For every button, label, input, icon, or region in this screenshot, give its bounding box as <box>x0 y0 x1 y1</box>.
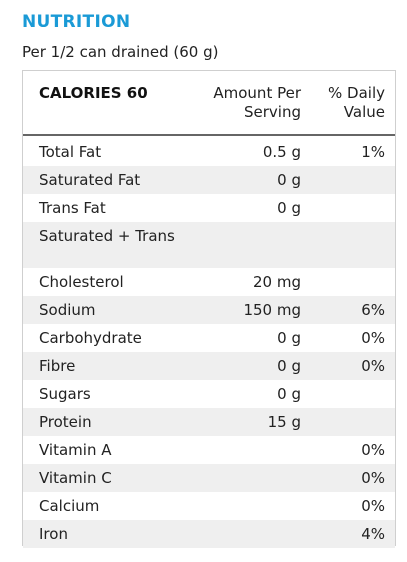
nutrient-rows: Total Fat 0.5 g 1% Saturated Fat 0 g Tra… <box>23 138 395 548</box>
nutrient-amount: 0 g <box>277 199 301 217</box>
table-row: Total Fat 0.5 g 1% <box>23 138 395 166</box>
nutrient-daily-value: 4% <box>361 525 385 543</box>
nutrient-amount: 15 g <box>267 413 301 431</box>
nutrient-daily-value: 0% <box>361 441 385 459</box>
table-row: Fibre 0 g 0% <box>23 352 395 380</box>
nutrient-daily-value: 0% <box>361 329 385 347</box>
nutrient-name: Saturated Fat <box>39 171 141 189</box>
nutrient-daily-value: 0% <box>361 469 385 487</box>
nutrient-name: Trans Fat <box>39 199 106 217</box>
table-row: Trans Fat 0 g <box>23 194 395 222</box>
table-row: Vitamin C 0% <box>23 464 395 492</box>
table-row: Sugars 0 g <box>23 380 395 408</box>
nutrient-daily-value: 1% <box>361 143 385 161</box>
daily-header-line-2: Value <box>343 103 385 121</box>
amount-header-line-2: Serving <box>244 103 301 121</box>
nutrient-daily-value: 6% <box>361 301 385 319</box>
nutrient-name: Calcium <box>39 497 100 515</box>
amount-header-line-1: Amount Per <box>213 84 301 102</box>
table-row: Vitamin A 0% <box>23 436 395 464</box>
table-row: Saturated Fat 0 g <box>23 166 395 194</box>
serving-size: Per 1/2 can drained (60 g) <box>22 43 219 61</box>
table-row: Carbohydrate 0 g 0% <box>23 324 395 352</box>
nutrient-name: Sodium <box>39 301 96 319</box>
nutrient-daily-value: 0% <box>361 497 385 515</box>
table-row: Protein 15 g <box>23 408 395 436</box>
table-row: Saturated + Trans <box>23 222 395 268</box>
nutrient-name: Iron <box>39 525 68 543</box>
nutrient-name: Fibre <box>39 357 76 375</box>
nutrient-amount: 0 g <box>277 385 301 403</box>
calories-label: CALORIES 60 <box>39 84 148 102</box>
amount-per-serving-header: Amount Per Serving <box>181 84 301 122</box>
nutrient-amount: 0.5 g <box>262 143 301 161</box>
nutrient-name: Protein <box>39 413 92 431</box>
nutrition-facts-table: CALORIES 60 Amount Per Serving % Daily V… <box>22 70 396 548</box>
table-row: Sodium 150 mg 6% <box>23 296 395 324</box>
nutrient-name: Saturated + Trans <box>39 227 175 245</box>
nutrient-amount: 0 g <box>277 171 301 189</box>
daily-header-line-1: % Daily <box>328 84 385 102</box>
nutrient-amount: 150 mg <box>243 301 301 319</box>
nutrient-name: Vitamin A <box>39 441 112 459</box>
table-header: CALORIES 60 Amount Per Serving % Daily V… <box>23 71 395 136</box>
nutrient-amount: 0 g <box>277 357 301 375</box>
table-row: Iron 4% <box>23 520 395 548</box>
nutrient-daily-value: 0% <box>361 357 385 375</box>
daily-value-header: % Daily Value <box>305 84 385 122</box>
table-row: Cholesterol 20 mg <box>23 268 395 296</box>
table-row: Calcium 0% <box>23 492 395 520</box>
nutrition-title: NUTRITION <box>22 12 131 32</box>
nutrient-name: Cholesterol <box>39 273 124 291</box>
nutrient-name: Carbohydrate <box>39 329 142 347</box>
nutrient-name: Total Fat <box>39 143 102 161</box>
nutrient-amount: 0 g <box>277 329 301 347</box>
nutrient-amount: 20 mg <box>253 273 301 291</box>
nutrient-name: Vitamin C <box>39 469 112 487</box>
nutrient-name: Sugars <box>39 385 91 403</box>
